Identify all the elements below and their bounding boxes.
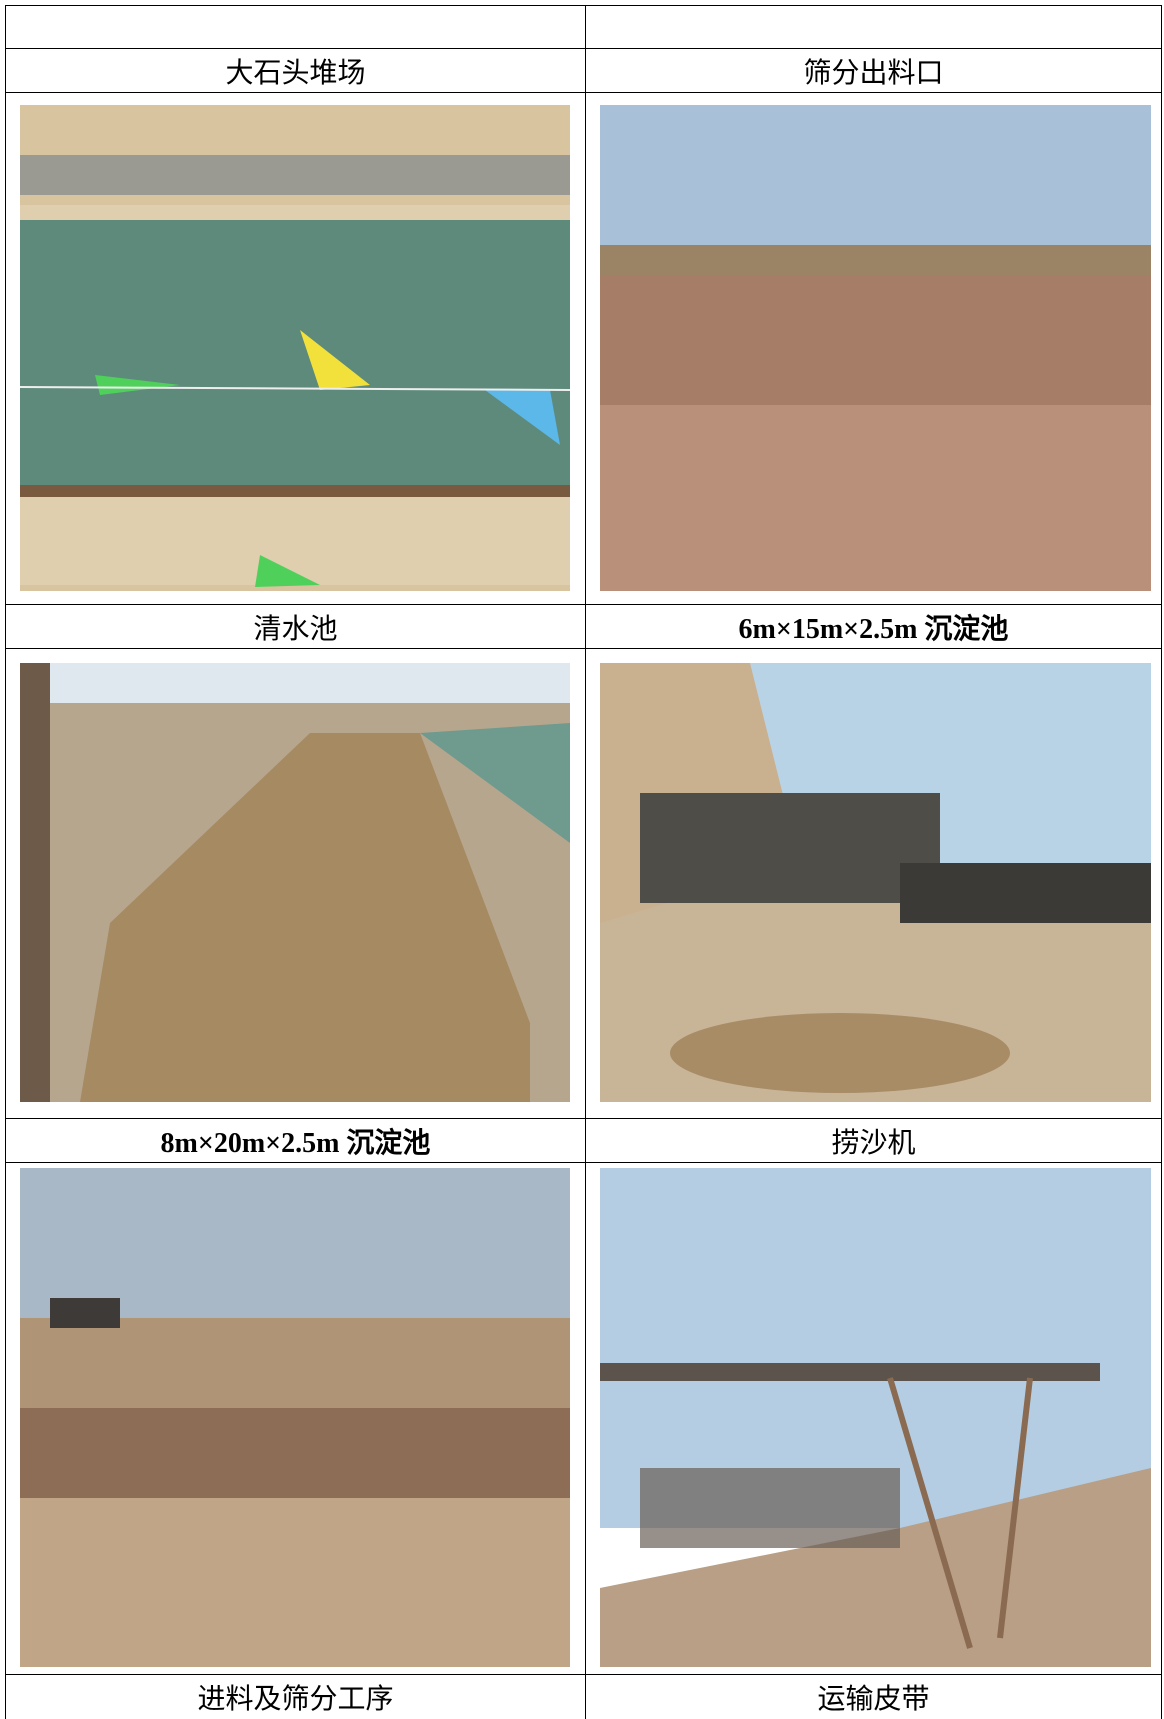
table-border (5, 5, 1162, 6)
caption: 大石头堆场 (225, 57, 366, 89)
table-border (5, 604, 1162, 605)
photo (20, 663, 570, 1102)
caption: 清水池 (253, 613, 338, 645)
photo (600, 1168, 1151, 1667)
table-border (585, 5, 586, 1719)
caption: 运输皮带 (817, 1684, 930, 1715)
table-border (5, 1118, 1162, 1119)
table-border (5, 92, 1162, 93)
caption: 筛分出料口 (803, 57, 944, 89)
caption: 捞沙机 (831, 1127, 916, 1159)
table-border (5, 1162, 1162, 1163)
table-border (5, 48, 1162, 49)
caption: 6m×15m×2.5m 沉淀池 (738, 613, 1009, 645)
table-border (1161, 5, 1162, 1719)
photo (20, 105, 570, 591)
table-border (5, 648, 1162, 649)
photo (600, 663, 1151, 1102)
photo (20, 1168, 570, 1667)
photo (600, 105, 1151, 591)
table-border (5, 5, 6, 1719)
caption: 进料及筛分工序 (197, 1684, 394, 1715)
table-border (5, 1674, 1162, 1675)
caption: 8m×20m×2.5m 沉淀池 (160, 1127, 431, 1159)
